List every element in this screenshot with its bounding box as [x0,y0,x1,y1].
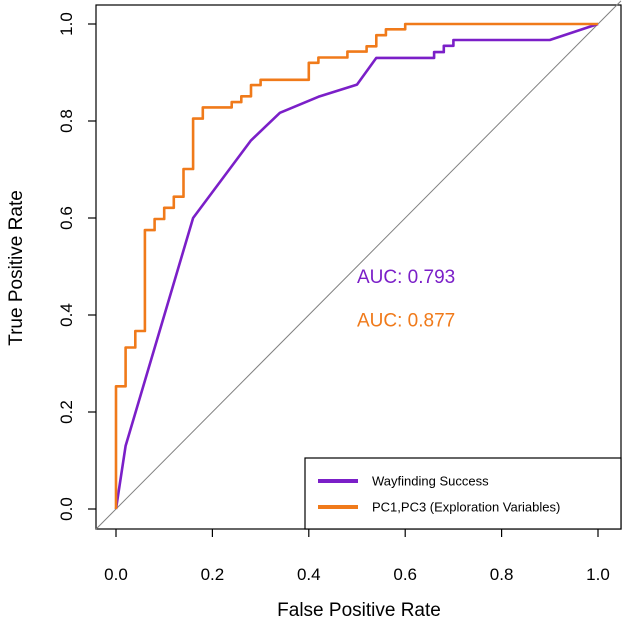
y-axis-title: True Positive Rate [6,190,27,346]
auc-label-1: AUC: 0.793 [357,267,455,288]
y-tick-label: 0.6 [57,206,76,230]
series-line-2 [114,22,598,509]
x-axis-title: False Positive Rate [277,600,441,621]
x-tick-label: 1.0 [586,565,610,584]
auc-label-2: AUC: 0.877 [357,311,455,332]
legend-label-1: Wayfinding Success [372,474,489,489]
x-tick-label: 0.6 [393,565,417,584]
series-line-1 [114,22,599,510]
y-tick-label: 0.2 [57,400,76,424]
legend-box [304,457,622,530]
y-tick-label: 0.8 [57,109,76,133]
x-tick-label: 0.0 [104,565,128,584]
legend-label-2: PC1,PC3 (Exploration Variables) [372,500,560,515]
x-tick-label: 0.4 [297,565,321,584]
x-tick-label: 0.8 [490,565,514,584]
diagonal-reference-line [95,0,622,530]
y-tick-label: 0.4 [57,303,76,327]
y-tick-label: 0.0 [57,497,76,521]
y-tick-label: 1.0 [57,12,76,36]
x-tick-label: 0.2 [201,565,225,584]
